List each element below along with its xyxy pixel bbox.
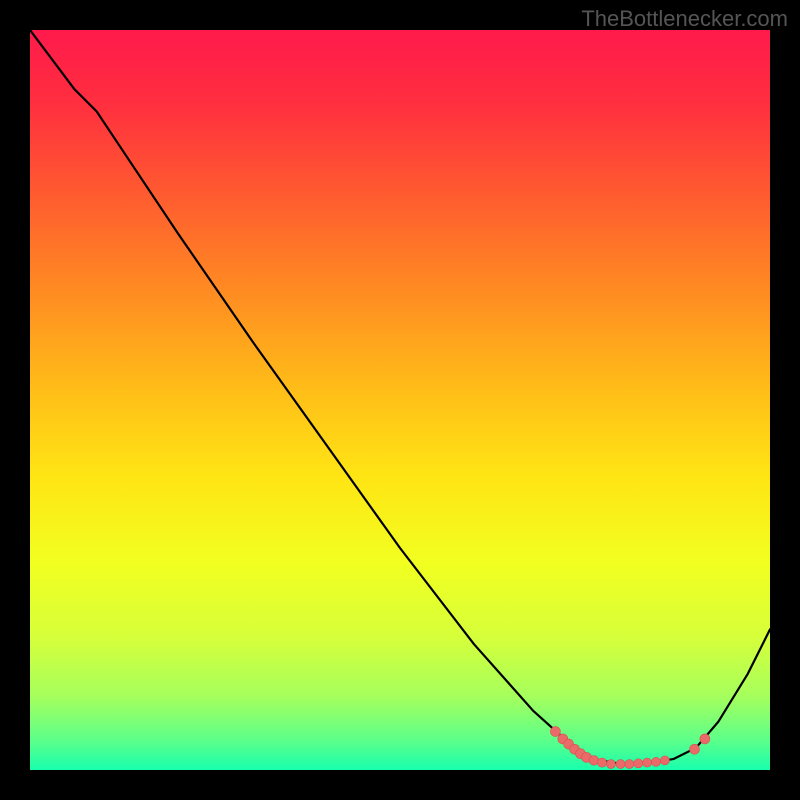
data-marker <box>616 760 625 769</box>
data-marker <box>660 756 669 765</box>
data-marker <box>606 760 615 769</box>
data-marker <box>690 744 700 754</box>
plot-area <box>30 30 770 770</box>
marker-group <box>550 727 709 769</box>
watermark-text: TheBottlenecker.com <box>581 6 788 32</box>
data-marker <box>625 760 634 769</box>
chart-canvas: TheBottlenecker.com <box>0 0 800 800</box>
data-marker <box>700 734 710 744</box>
data-marker <box>597 758 606 767</box>
data-marker <box>550 727 560 737</box>
data-marker <box>652 757 661 766</box>
data-marker <box>634 759 643 768</box>
data-marker <box>589 756 599 766</box>
bottleneck-curve <box>30 30 770 764</box>
data-marker <box>643 758 652 767</box>
curve-layer <box>30 30 770 770</box>
